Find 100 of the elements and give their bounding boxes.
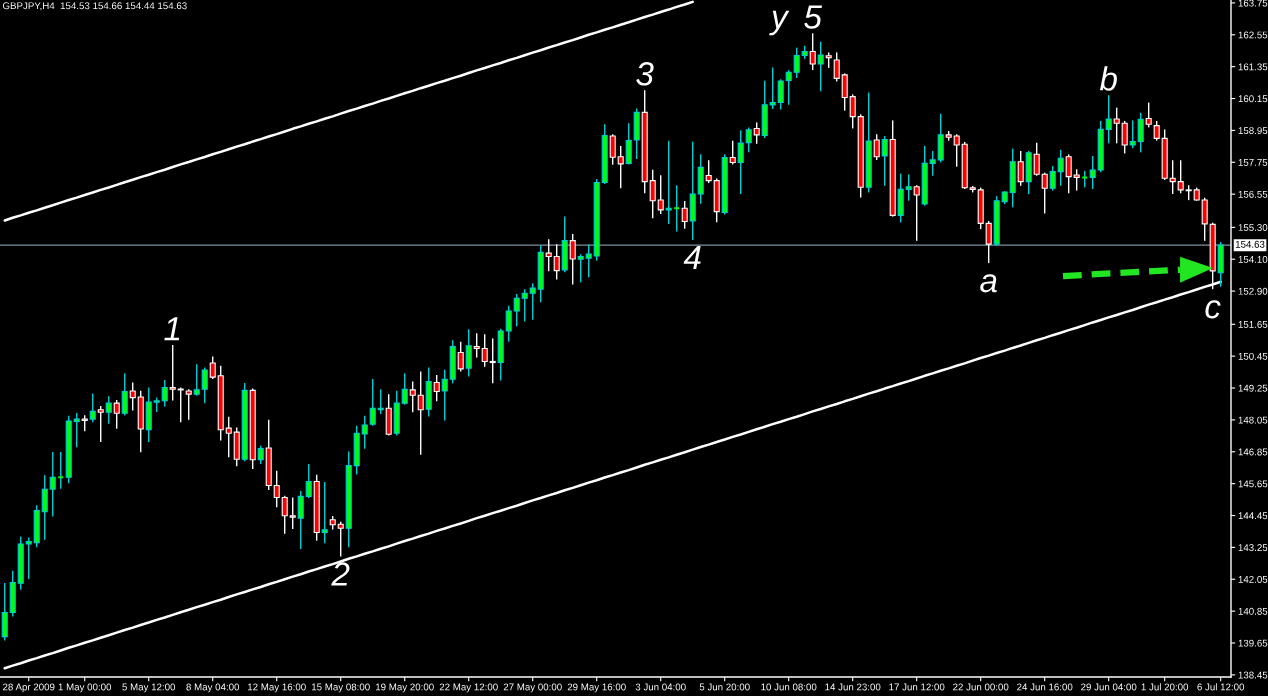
candlestick: [73, 413, 80, 448]
y-tick-label: 154.10: [1238, 255, 1268, 263]
candlestick: [401, 373, 408, 405]
candlestick: [473, 333, 480, 358]
y-tick-label: 161.35: [1238, 63, 1268, 71]
candlestick: [881, 136, 888, 186]
x-tick-label: 10 Jun 08:00: [761, 683, 817, 691]
candlestick: [481, 334, 488, 367]
y-tick-label: 140.85: [1238, 607, 1268, 615]
line-series: [3, 0, 694, 222]
candlestick: [817, 41, 824, 92]
annotation: a: [980, 274, 997, 293]
candlestick: [929, 150, 936, 176]
candlestick: [441, 369, 448, 421]
annotation: 3: [636, 62, 654, 86]
candlestick: [41, 475, 48, 540]
annotation: 4: [683, 246, 701, 270]
x-tick-label: 15 May 08:00: [312, 683, 370, 693]
candlestick: [361, 415, 368, 449]
candlestick: [1201, 197, 1208, 241]
y-tick-label: 142.05: [1238, 576, 1268, 583]
y-tick-label: 163.75: [1238, 0, 1268, 7]
y-tick-label: 149.25: [1238, 384, 1268, 392]
candlestick: [913, 185, 920, 241]
candlestick: [1073, 169, 1080, 191]
y-tick-label: 139.65: [1238, 639, 1268, 647]
y-tick-label: 160.15: [1238, 95, 1268, 103]
candlestick: [1145, 102, 1152, 128]
candlestick: [1113, 107, 1120, 144]
candlestick: [169, 345, 176, 401]
candlestick: [305, 464, 312, 498]
candlestick: [417, 371, 424, 455]
y-tick-label: 162.55: [1238, 31, 1268, 39]
candlestick: [953, 134, 960, 167]
candlestick: [649, 169, 656, 219]
candlestick: [1049, 166, 1056, 191]
candlestick: [905, 174, 912, 201]
candlestick: [577, 254, 584, 283]
candlestick: [793, 47, 800, 78]
candlestick: [617, 145, 624, 189]
candlestick: [225, 416, 232, 458]
candlestick: [89, 393, 96, 423]
candlestick: [769, 67, 776, 110]
candlestick: [321, 481, 328, 544]
candlestick: [129, 382, 136, 411]
annotation: c: [1205, 300, 1221, 319]
x-tick-label: 28 Apr 2009: [2, 683, 55, 693]
candlestick: [785, 70, 792, 105]
x-tick-label: 22 Jun 00:00: [953, 683, 1009, 691]
candlestick: [729, 140, 736, 165]
candlestick: [1041, 172, 1048, 214]
candlestick: [1089, 156, 1096, 190]
annotation: 5: [804, 5, 823, 29]
candlestick: [113, 400, 120, 429]
candlestick: [281, 495, 288, 534]
candlestick: [609, 134, 616, 165]
candlestick: [409, 381, 416, 413]
y-tick-label: 151.65: [1238, 321, 1268, 328]
candlestick: [737, 130, 744, 195]
y-tick-label: 145.65: [1238, 480, 1268, 488]
candlestick: [553, 244, 560, 280]
candlestick: [1169, 160, 1176, 195]
y-tick-label: 158.95: [1238, 127, 1268, 135]
candlestick: [1057, 149, 1064, 186]
candlestick: [849, 94, 856, 129]
annotation: y: [769, 10, 790, 36]
candlestick: [569, 234, 576, 285]
candlestick: [625, 123, 632, 165]
candlestick: [25, 537, 32, 579]
candlestick: [745, 127, 752, 153]
y-tick-label: 148.05: [1238, 416, 1268, 424]
x-tick-label: 5 May 12:00: [122, 683, 176, 693]
annotation: 2: [331, 562, 350, 586]
candlestick: [513, 294, 520, 327]
candlestick: [545, 239, 552, 272]
x-tick-label: 24 Jun 16:00: [1017, 683, 1073, 691]
candlestick: [505, 305, 512, 342]
candlestick: [201, 367, 208, 404]
candlestick: [705, 160, 712, 183]
x-tick-label: 14 Jun 23:00: [825, 683, 881, 691]
y-tick-label: 146.85: [1238, 448, 1268, 456]
candlestick: [777, 79, 784, 110]
ref-line-label: 154.63: [1235, 240, 1265, 248]
candlestick: [529, 283, 536, 320]
candlestick: [177, 387, 184, 423]
candlestick: [585, 244, 592, 278]
candlestick: [753, 122, 760, 144]
x-tick-label: 6 Jul 12:00: [1197, 683, 1245, 691]
candlestick: [1065, 154, 1072, 194]
x-tick-label: 12 May 16:00: [248, 683, 306, 693]
candlestick: [489, 338, 496, 384]
x-tick-label: 29 Jun 04:00: [1081, 683, 1137, 691]
candlestick: [457, 341, 464, 372]
candlestick: [1121, 120, 1128, 154]
x-tick-label: 1 May 00:00: [58, 683, 112, 693]
candlestick: [209, 356, 216, 379]
candlestick: [1017, 150, 1024, 186]
candlestick: [369, 379, 376, 426]
candlestick: [273, 470, 280, 508]
candlestick: [985, 221, 992, 264]
